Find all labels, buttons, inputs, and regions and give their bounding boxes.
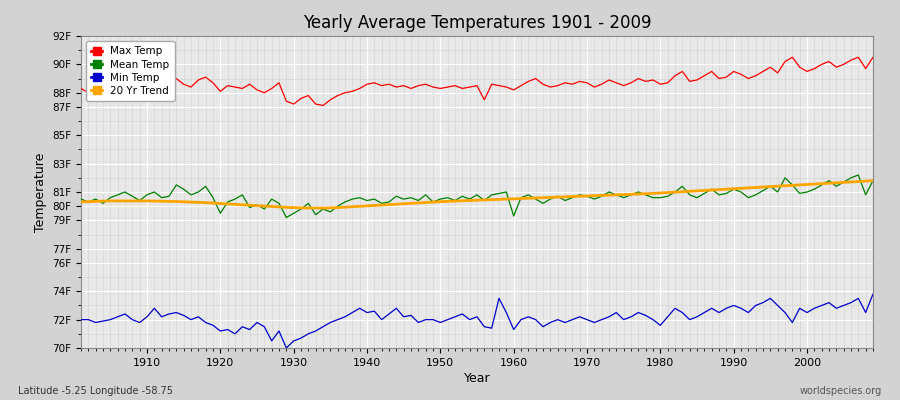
Text: Latitude -5.25 Longitude -58.75: Latitude -5.25 Longitude -58.75 bbox=[18, 386, 173, 396]
X-axis label: Year: Year bbox=[464, 372, 490, 385]
Text: worldspecies.org: worldspecies.org bbox=[800, 386, 882, 396]
Legend: Max Temp, Mean Temp, Min Temp, 20 Yr Trend: Max Temp, Mean Temp, Min Temp, 20 Yr Tre… bbox=[86, 41, 175, 101]
Y-axis label: Temperature: Temperature bbox=[33, 152, 47, 232]
Title: Yearly Average Temperatures 1901 - 2009: Yearly Average Temperatures 1901 - 2009 bbox=[302, 14, 652, 32]
